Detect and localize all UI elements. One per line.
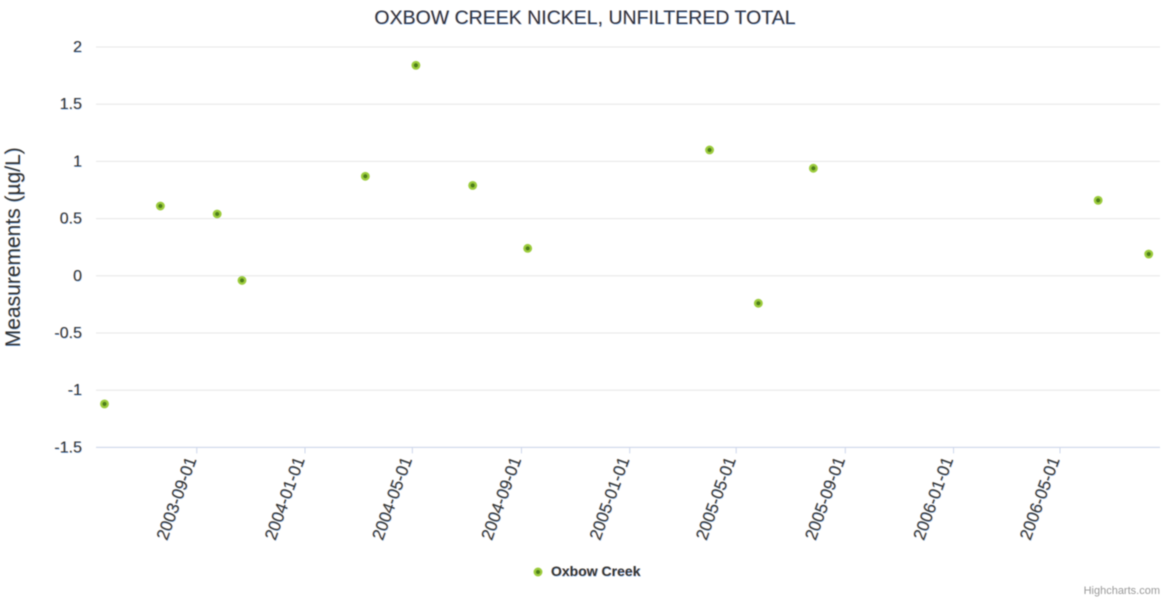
svg-text:2: 2 bbox=[73, 39, 82, 56]
svg-text:Measurements (µg/L): Measurements (µg/L) bbox=[2, 147, 25, 347]
svg-text:1.5: 1.5 bbox=[60, 96, 82, 113]
svg-text:-1.5: -1.5 bbox=[54, 439, 82, 456]
svg-text:Highcharts.com: Highcharts.com bbox=[1084, 585, 1160, 597]
svg-text:0: 0 bbox=[73, 268, 82, 285]
svg-text:0.5: 0.5 bbox=[60, 211, 82, 228]
svg-text:OXBOW CREEK NICKEL, UNFILTERED: OXBOW CREEK NICKEL, UNFILTERED TOTAL bbox=[374, 7, 795, 29]
svg-text:Oxbow Creek: Oxbow Creek bbox=[551, 563, 641, 579]
svg-text:1: 1 bbox=[73, 153, 82, 170]
svg-text:-1: -1 bbox=[68, 382, 82, 399]
svg-text:-0.5: -0.5 bbox=[54, 325, 82, 342]
